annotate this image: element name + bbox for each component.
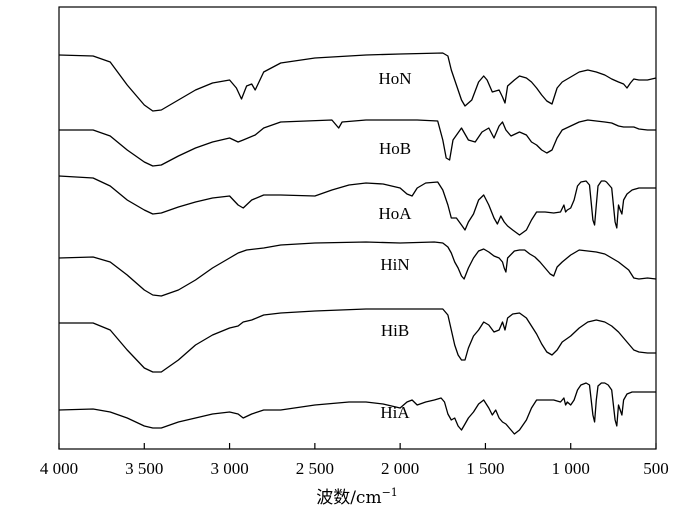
- x-tick-label: 1 500: [466, 459, 504, 478]
- x-axis: 4 000 3 500 3 000 2 500 2 000 1 500 1 000 500: [40, 443, 669, 478]
- series-label-hib: HiB: [381, 321, 409, 340]
- x-tick-label: 2 000: [381, 459, 419, 478]
- series-line-hib: [59, 308, 656, 373]
- series-line-hob: [59, 119, 656, 167]
- plot-frame: [58, 6, 657, 450]
- series-line-hin: [58, 241, 657, 297]
- x-tick-label: 2 500: [296, 459, 334, 478]
- series-label-hob: HoB: [379, 139, 411, 158]
- x-tick-label: 3 000: [210, 459, 248, 478]
- x-tick-label: 1 000: [552, 459, 590, 478]
- series-layer: HoN HoB HoA HiN HiB HiA: [58, 52, 657, 435]
- series-label-hin: HiN: [380, 255, 409, 274]
- series-line-hia: [58, 382, 656, 435]
- x-axis-label: 波数/cm−1: [316, 486, 398, 508]
- series-line-hon: [58, 52, 657, 112]
- series-label-hon: HoN: [378, 69, 411, 88]
- x-tick-label: 3 500: [125, 459, 163, 478]
- series-label-hia: HiA: [380, 403, 410, 422]
- x-tick-label: 4 000: [40, 459, 78, 478]
- x-tick-label: 500: [643, 459, 669, 478]
- series-line-hoa: [58, 175, 656, 236]
- series-label-hoa: HoA: [378, 204, 412, 223]
